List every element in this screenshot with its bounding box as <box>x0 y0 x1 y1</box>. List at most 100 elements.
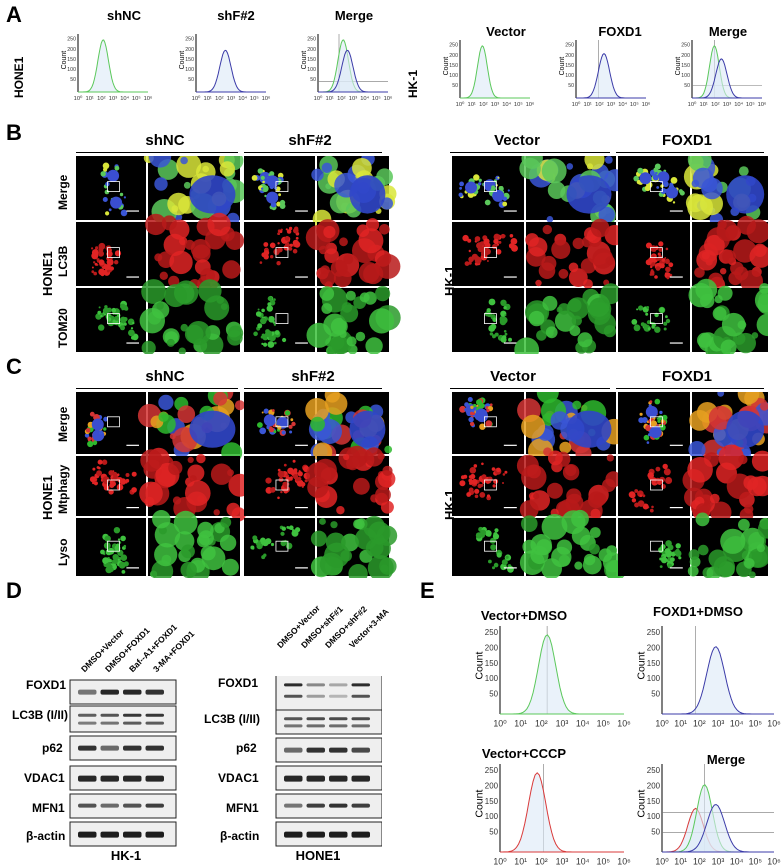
organelle <box>180 561 197 578</box>
zoom-box <box>484 416 497 428</box>
organelle <box>132 321 135 325</box>
organelle <box>559 441 572 454</box>
organelle <box>277 232 281 235</box>
organelle <box>675 543 681 549</box>
micrograph-background <box>452 288 524 352</box>
organelle <box>643 434 650 441</box>
nucleus <box>189 175 236 214</box>
organelle <box>252 535 258 541</box>
organelle <box>98 259 105 266</box>
organelle <box>257 422 263 428</box>
group-title-b-vector: Vector <box>494 132 540 149</box>
organelle <box>354 519 365 530</box>
organelle <box>187 456 194 463</box>
x-tick-label: 10⁰ <box>74 95 83 102</box>
micrograph <box>687 512 768 578</box>
organelle <box>504 314 507 317</box>
zoom-box <box>107 181 120 193</box>
organelle <box>638 305 644 311</box>
organelle <box>482 250 489 257</box>
x-tick-label: 10³ <box>723 102 731 108</box>
panel-label-c: C <box>6 354 22 379</box>
y-tick-label: 50 <box>651 690 660 699</box>
organelle <box>503 330 507 333</box>
organelle <box>649 400 653 404</box>
organelle <box>103 485 110 491</box>
y-tick-label: 250 <box>647 628 661 637</box>
organelle <box>345 290 356 301</box>
protein-label-vdac1-right: VDAC1 <box>218 771 259 785</box>
organelle <box>482 481 485 485</box>
organelle <box>644 185 651 192</box>
band <box>123 831 142 838</box>
y-tick-label: 150 <box>307 57 316 63</box>
x-tick-label: 10⁴ <box>576 856 590 866</box>
organelle <box>382 465 393 476</box>
organelle <box>310 416 325 432</box>
organelle <box>364 447 384 467</box>
organelle <box>145 213 167 236</box>
organelle <box>631 494 634 497</box>
x-tick-label: 10¹ <box>467 102 475 108</box>
organelle <box>263 242 269 247</box>
organelle <box>98 324 105 331</box>
hist-title-merge-a1: Merge <box>334 8 374 23</box>
band <box>145 713 164 717</box>
nucleus <box>657 171 670 184</box>
organelle <box>131 471 137 477</box>
organelle <box>721 312 746 337</box>
organelle <box>109 567 114 572</box>
band <box>329 724 348 728</box>
organelle <box>514 337 540 354</box>
x-tick-label: 10¹ <box>85 96 93 102</box>
organelle <box>571 509 589 528</box>
organelle <box>471 409 475 413</box>
organelle <box>306 322 332 348</box>
organelle <box>490 544 497 551</box>
y-tick-label: 100 <box>647 812 661 821</box>
blot-hk1-p62 <box>69 735 177 761</box>
y-tick-label: 50 <box>684 83 690 89</box>
y-tick-label: 100 <box>67 67 76 73</box>
organelle <box>114 260 119 265</box>
nucleus <box>189 410 236 448</box>
micrograph <box>76 456 146 516</box>
organelle <box>660 184 664 188</box>
organelle <box>257 323 263 329</box>
zoom-box <box>484 313 497 325</box>
blot-hone1-foxd1 <box>275 676 382 711</box>
histogram: 250 200 150 100 50 Count 10⁰ 10¹ 10² 10³ 10⁴ 10⁵ 10⁶ <box>473 764 631 866</box>
organelle <box>648 257 654 263</box>
x-tick-label: 10⁰ <box>572 101 581 108</box>
band <box>284 724 303 728</box>
x-tick-label: 10⁶ <box>384 95 393 102</box>
band <box>100 775 119 782</box>
organelle <box>650 420 657 427</box>
organelle <box>459 405 466 413</box>
blot-frame <box>69 705 177 733</box>
organelle <box>296 479 304 487</box>
organelle <box>310 530 327 547</box>
hist-title-merge-e: Merge <box>706 752 746 767</box>
organelle <box>120 325 125 331</box>
organelle <box>474 488 480 494</box>
organelle <box>508 337 512 342</box>
organelle <box>91 247 94 250</box>
organelle <box>263 408 269 414</box>
organelle <box>582 555 602 575</box>
organelle <box>115 317 118 320</box>
organelle <box>691 179 700 188</box>
organelle <box>263 254 269 260</box>
organelle <box>551 546 572 568</box>
x-tick-label: 10⁶ <box>767 718 781 728</box>
y-tick-label: 250 <box>185 37 194 43</box>
x-tick-label: 10⁵ <box>132 95 141 102</box>
organelle <box>658 247 663 252</box>
organelle <box>184 239 195 250</box>
organelle <box>634 489 639 493</box>
organelle <box>600 283 622 305</box>
micrograph <box>139 447 252 522</box>
organelle <box>663 321 668 326</box>
organelle <box>286 526 290 529</box>
micrograph <box>76 392 146 454</box>
